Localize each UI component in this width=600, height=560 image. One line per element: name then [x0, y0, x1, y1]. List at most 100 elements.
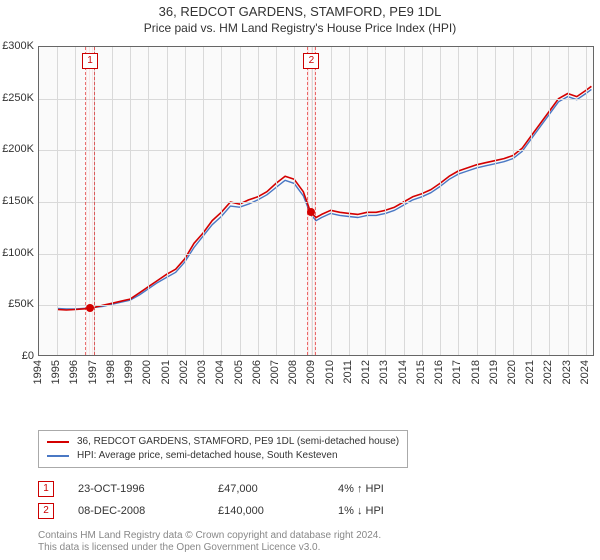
gridline-v [367, 47, 368, 355]
transactions-table: 1 23-OCT-1996 £47,000 4% ↑ HPI 2 08-DEC-… [38, 478, 594, 522]
transaction-date: 08-DEC-2008 [78, 505, 218, 517]
gridline-h [39, 202, 593, 203]
chart-title-address: 36, REDCOT GARDENS, STAMFORD, PE9 1DL [0, 4, 600, 19]
chart-subtitle: Price paid vs. HM Land Registry's House … [0, 21, 600, 35]
gridline-v [112, 47, 113, 355]
transaction-marker: 1 [38, 481, 54, 497]
y-tick-label: £100K [0, 247, 34, 259]
transaction-hpi: 4% ↑ HPI [338, 483, 384, 495]
gridline-v [385, 47, 386, 355]
y-tick-label: £50K [0, 298, 34, 310]
x-tick-label: 2000 [141, 360, 153, 384]
sale-band [307, 47, 316, 355]
x-tick-label: 2004 [214, 360, 226, 384]
x-tick-label: 1995 [50, 360, 62, 384]
plot-background: 12 [38, 46, 594, 356]
transaction-row: 1 23-OCT-1996 £47,000 4% ↑ HPI [38, 478, 594, 500]
x-tick-label: 2006 [251, 360, 263, 384]
x-tick-label: 2016 [433, 360, 445, 384]
transaction-hpi: 1% ↓ HPI [338, 505, 384, 517]
gridline-v [221, 47, 222, 355]
series-line-hpi [57, 89, 591, 309]
footer-line-1: Contains HM Land Registry data © Crown c… [38, 530, 594, 542]
x-tick-label: 2021 [524, 360, 536, 384]
gridline-v [203, 47, 204, 355]
gridline-v [477, 47, 478, 355]
legend-swatch-hpi [47, 455, 69, 457]
x-tick-label: 2022 [542, 360, 554, 384]
gridline-h [39, 305, 593, 306]
x-tick-label: 2014 [397, 360, 409, 384]
gridline-h [39, 254, 593, 255]
transaction-price: £140,000 [218, 505, 338, 517]
x-tick-label: 2018 [470, 360, 482, 384]
sale-marker-box: 2 [303, 53, 319, 69]
gridline-v [586, 47, 587, 355]
x-tick-label: 2012 [360, 360, 372, 384]
x-tick-label: 2011 [342, 360, 354, 384]
x-tick-label: 2024 [579, 360, 591, 384]
x-tick-label: 2008 [287, 360, 299, 384]
gridline-v [331, 47, 332, 355]
y-tick-label: £150K [0, 195, 34, 207]
gridline-h [39, 150, 593, 151]
gridline-v [513, 47, 514, 355]
legend-label-property: 36, REDCOT GARDENS, STAMFORD, PE9 1DL (s… [77, 435, 399, 449]
x-tick-label: 2003 [196, 360, 208, 384]
y-tick-label: £0 [0, 350, 34, 362]
gridline-v [495, 47, 496, 355]
gridline-v [531, 47, 532, 355]
x-tick-label: 2013 [378, 360, 390, 384]
gridline-v [349, 47, 350, 355]
gridline-v [75, 47, 76, 355]
y-tick-label: £250K [0, 92, 34, 104]
x-tick-label: 1996 [68, 360, 80, 384]
gridline-v [57, 47, 58, 355]
footer-line-2: This data is licensed under the Open Gov… [38, 542, 594, 554]
gridline-v [258, 47, 259, 355]
gridline-v [458, 47, 459, 355]
gridline-v [130, 47, 131, 355]
footer-attribution: Contains HM Land Registry data © Crown c… [38, 530, 594, 554]
y-tick-label: £200K [0, 143, 34, 155]
gridline-v [549, 47, 550, 355]
gridline-v [404, 47, 405, 355]
series-line-property [57, 86, 591, 310]
transaction-marker: 2 [38, 503, 54, 519]
sale-marker-box: 1 [82, 53, 98, 69]
gridline-v [276, 47, 277, 355]
sale-point-dot [307, 208, 315, 216]
x-tick-label: 2007 [269, 360, 281, 384]
x-tick-label: 2023 [561, 360, 573, 384]
gridline-v [294, 47, 295, 355]
legend-swatch-property [47, 441, 69, 443]
x-tick-label: 2009 [305, 360, 317, 384]
x-tick-label: 1998 [105, 360, 117, 384]
legend-box: 36, REDCOT GARDENS, STAMFORD, PE9 1DL (s… [38, 430, 408, 468]
x-tick-label: 2002 [178, 360, 190, 384]
x-tick-label: 2005 [233, 360, 245, 384]
x-tick-label: 2017 [451, 360, 463, 384]
transaction-row: 2 08-DEC-2008 £140,000 1% ↓ HPI [38, 500, 594, 522]
x-tick-label: 1999 [123, 360, 135, 384]
x-tick-label: 1997 [87, 360, 99, 384]
gridline-v [167, 47, 168, 355]
gridline-v [185, 47, 186, 355]
y-tick-label: £300K [0, 40, 34, 52]
gridline-v [568, 47, 569, 355]
x-tick-label: 2001 [160, 360, 172, 384]
x-tick-label: 1994 [32, 360, 44, 384]
sale-point-dot [86, 304, 94, 312]
gridline-v [422, 47, 423, 355]
gridline-v [440, 47, 441, 355]
x-tick-label: 2019 [488, 360, 500, 384]
x-tick-label: 2015 [415, 360, 427, 384]
gridline-v [240, 47, 241, 355]
transaction-price: £47,000 [218, 483, 338, 495]
x-tick-label: 2020 [506, 360, 518, 384]
x-tick-label: 2010 [324, 360, 336, 384]
gridline-v [148, 47, 149, 355]
plot-area: 12 £0£50K£100K£150K£200K£250K£300K199419… [38, 46, 594, 390]
gridline-h [39, 99, 593, 100]
legend-label-hpi: HPI: Average price, semi-detached house,… [77, 449, 338, 463]
